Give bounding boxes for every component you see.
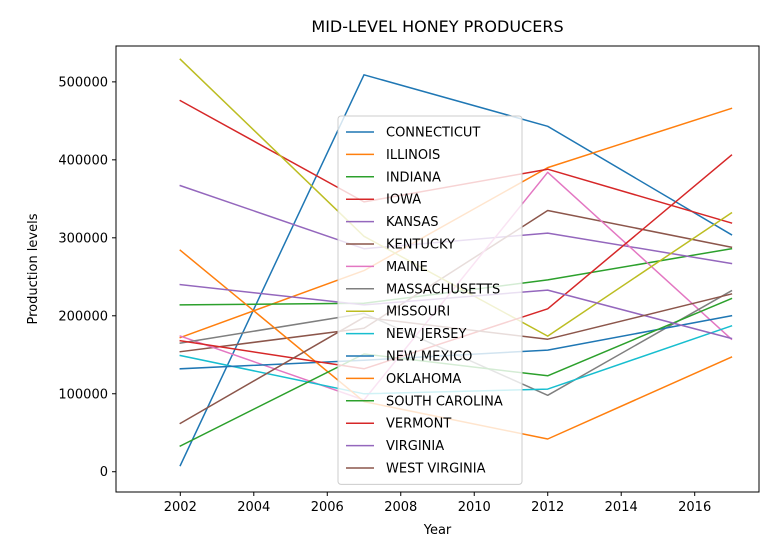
y-tick-label: 400000 [58,153,108,168]
legend-label: MASSACHUSETTS [386,282,500,297]
y-tick-label: 0 [100,465,108,480]
legend-label: MAINE [386,260,428,275]
x-tick-label: 2012 [531,500,564,515]
legend-label: KANSAS [386,215,439,230]
legend-label: MISSOURI [386,305,450,320]
x-tick-label: 2006 [311,500,344,515]
chart-title: MID-LEVEL HONEY PRODUCERS [311,17,563,36]
y-tick-label: 200000 [58,309,108,324]
x-tick-label: 2014 [605,500,638,515]
legend-label: NEW JERSEY [386,327,466,342]
y-axis-label: Production levels [26,213,41,324]
series-line-connecticut [179,74,733,467]
legend-label: ILLINOIS [386,148,440,163]
y-tick-label: 100000 [58,387,108,402]
x-tick-label: 2016 [678,500,711,515]
legend-label: WEST VIRGINIA [386,462,486,477]
x-tick-label: 2004 [237,500,270,515]
x-axis-label: Year [423,523,452,538]
legend-label: VERMONT [386,417,451,432]
y-tick-label: 300000 [58,231,108,246]
legend: CONNECTICUT ILLINOIS INDIANA IOWA KANSAS KENT… [337,115,523,485]
x-tick-label: 2002 [164,500,197,515]
legend-label: IOWA [386,193,421,208]
plot-frame [115,45,760,493]
legend-label: OKLAHOMA [386,372,461,387]
legend-box [337,115,523,485]
legend-label: INDIANA [386,170,441,185]
legend-label: VIRGINIA [386,439,444,454]
y-tick-label: 500000 [58,75,108,90]
legend-label: KENTUCKY [386,238,455,253]
x-tick-label: 2008 [384,500,417,515]
legend-label: NEW MEXICO [386,350,472,365]
legend-label: SOUTH CAROLINA [386,394,503,409]
x-tick-label: 2010 [458,500,491,515]
legend-label: CONNECTICUT [386,126,480,141]
